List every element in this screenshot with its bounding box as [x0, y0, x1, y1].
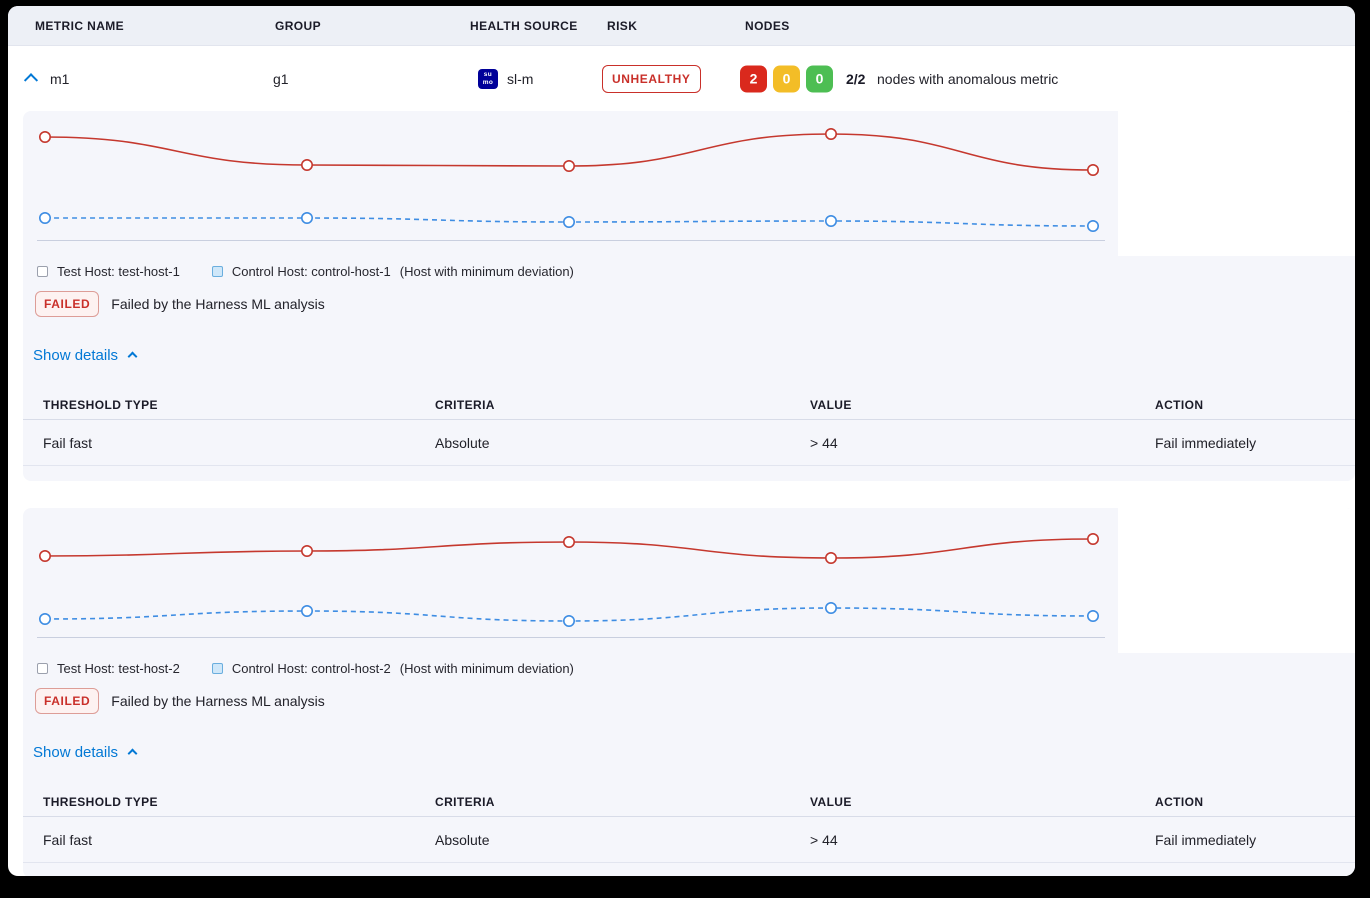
cell-action: Fail immediately [1155, 434, 1257, 451]
show-details-link[interactable]: Show details [33, 744, 138, 761]
failed-badge: FAILED [35, 291, 100, 317]
failed-badge: FAILED [35, 688, 100, 714]
minimum-deviation-note: (Host with minimum deviation) [399, 660, 574, 676]
metric-group: g1 [273, 70, 289, 87]
checkbox-icon[interactable] [37, 662, 48, 674]
threshold-table-header: THRESHOLD TYPE CRITERIA VALUE ACTION [23, 390, 1355, 420]
sumologic-icon-text-bottom: mo [482, 78, 494, 86]
warning-nodes-count-badge: 0 [773, 65, 800, 92]
show-details-label: Show details [33, 744, 119, 761]
column-header-risk: RISK [607, 18, 638, 33]
sumologic-icon-text-top: su [483, 71, 493, 79]
legend-test-host[interactable]: Test Host: test-host-2 [37, 661, 180, 676]
column-header-health-source: HEALTH SOURCE [470, 18, 578, 33]
minimum-deviation-note: (Host with minimum deviation) [399, 263, 574, 279]
health-source-label: sl-m [507, 70, 534, 87]
legend-control-host-label: Control Host: control-host-2 [231, 660, 391, 676]
chart-side-spacer [1118, 111, 1355, 256]
verdict-text: Failed by the Harness ML analysis [111, 296, 325, 312]
node-analysis-section-2: Test Host: test-host-2 Control Host: con… [23, 508, 1355, 876]
verdict-text: Failed by the Harness ML analysis [111, 693, 325, 709]
checkbox-icon[interactable] [211, 662, 223, 674]
table-row: Fail fast Absolute > 44 Fail immediately [23, 817, 1355, 863]
col-action: ACTION [1155, 397, 1204, 412]
column-header-nodes: NODES [745, 18, 790, 33]
legend-test-host-label: Test Host: test-host-2 [57, 660, 180, 676]
nodes-ratio: 2/2 [846, 70, 866, 87]
checkbox-icon[interactable] [211, 265, 223, 277]
column-header-metric-name: METRIC NAME [35, 18, 125, 33]
cell-threshold-type: Fail fast [43, 831, 93, 848]
chevron-up-icon [127, 748, 138, 759]
col-action: ACTION [1155, 794, 1204, 809]
threshold-table-header: THRESHOLD TYPE CRITERIA VALUE ACTION [23, 787, 1355, 817]
cell-threshold-type: Fail fast [43, 434, 93, 451]
metric-timeseries-chart-2[interactable] [23, 508, 1118, 653]
legend-test-host-label: Test Host: test-host-1 [57, 263, 180, 279]
show-details-label: Show details [33, 347, 119, 364]
health-source: su mo sl-m [478, 68, 534, 89]
cell-value: > 44 [810, 831, 838, 848]
chart-row [23, 508, 1355, 653]
cell-criteria: Absolute [435, 434, 490, 451]
cell-criteria: Absolute [435, 831, 490, 848]
node-analysis-section-1: Test Host: test-host-1 Control Host: con… [23, 111, 1355, 481]
analysis-verdict: FAILED Failed by the Harness ML analysis [35, 291, 1355, 317]
metric-timeseries-chart-1[interactable] [23, 111, 1118, 256]
table-row: Fail fast Absolute > 44 Fail immediately [23, 420, 1355, 466]
analysis-verdict: FAILED Failed by the Harness ML analysis [35, 688, 1355, 714]
col-value: VALUE [810, 794, 852, 809]
collapse-chevron-icon[interactable] [23, 72, 39, 87]
checkbox-icon[interactable] [37, 265, 48, 277]
col-threshold-type: THRESHOLD TYPE [43, 397, 158, 412]
col-criteria: CRITERIA [435, 794, 495, 809]
threshold-table: THRESHOLD TYPE CRITERIA VALUE ACTION Fai… [23, 787, 1355, 863]
column-header-group: GROUP [275, 18, 322, 33]
metric-row[interactable]: m1 g1 su mo sl-m UNHEALTHY 2 0 0 2/2 node… [8, 46, 1355, 111]
col-threshold-type: THRESHOLD TYPE [43, 794, 158, 809]
healthy-nodes-count-badge: 0 [806, 65, 833, 92]
col-value: VALUE [810, 397, 852, 412]
cell-value: > 44 [810, 434, 838, 451]
legend-control-host[interactable]: Control Host: control-host-2 [211, 660, 391, 676]
risk-badge: UNHEALTHY [602, 64, 701, 93]
col-criteria: CRITERIA [435, 397, 495, 412]
legend-control-host[interactable]: Control Host: control-host-1 [211, 263, 391, 279]
metrics-table-header: METRIC NAME GROUP HEALTH SOURCE RISK NOD… [8, 6, 1355, 46]
threshold-table: THRESHOLD TYPE CRITERIA VALUE ACTION Fai… [23, 390, 1355, 466]
chart-side-spacer [1118, 508, 1355, 653]
legend-control-host-label: Control Host: control-host-1 [231, 263, 391, 279]
chart-legend: Test Host: test-host-2 Control Host: con… [37, 660, 1355, 676]
chart-row [23, 111, 1355, 256]
chevron-up-icon [127, 351, 138, 362]
verification-metrics-card: METRIC NAME GROUP HEALTH SOURCE RISK NOD… [8, 6, 1355, 876]
sumologic-icon: su mo [478, 68, 498, 89]
nodes-caption: nodes with anomalous metric [877, 70, 1059, 87]
legend-test-host[interactable]: Test Host: test-host-1 [37, 264, 180, 279]
unhealthy-nodes-count-badge: 2 [740, 65, 767, 92]
metric-name: m1 [50, 70, 70, 87]
show-details-link[interactable]: Show details [33, 347, 138, 364]
cell-action: Fail immediately [1155, 831, 1257, 848]
chart-legend: Test Host: test-host-1 Control Host: con… [37, 263, 1355, 279]
